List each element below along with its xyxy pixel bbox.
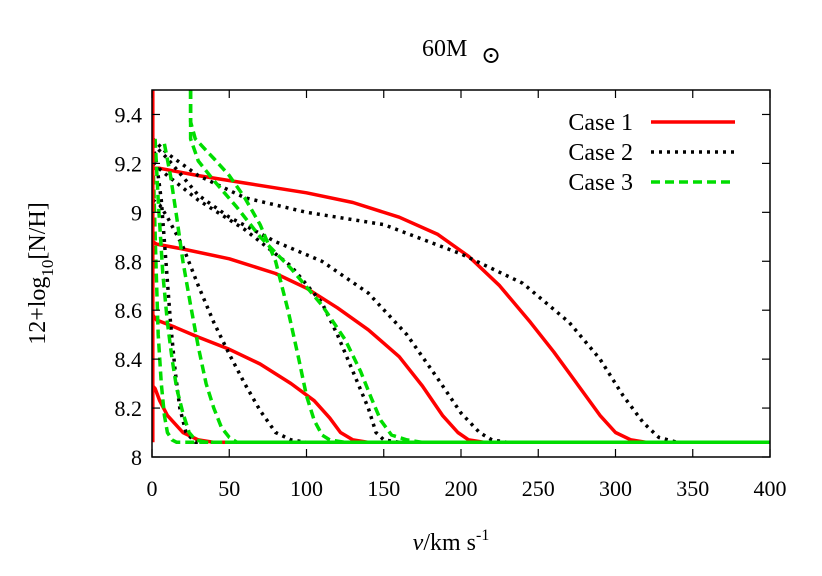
x-tick-label: 50 — [218, 476, 240, 501]
x-tick-label: 350 — [676, 476, 709, 501]
y-tick-label: 8.6 — [115, 298, 143, 323]
y-tick-label: 8.4 — [115, 347, 143, 372]
x-tick-label: 300 — [599, 476, 632, 501]
y-tick-label: 9 — [131, 200, 142, 225]
y-axis-label: 12+log10[N/H] — [25, 202, 57, 345]
series-line-case-1 — [152, 314, 770, 445]
y-tick-label: 9.4 — [115, 102, 143, 127]
x-axis-label-variable: v — [413, 530, 424, 556]
y-tick-label: 8.2 — [115, 396, 143, 421]
x-tick-label: 0 — [147, 476, 158, 501]
series-layer — [152, 90, 770, 445]
series-line-case-3 — [188, 90, 770, 445]
series-line-case-2 — [152, 198, 770, 445]
y-axis-label-suffix: [N/H] — [25, 202, 51, 259]
x-axis-label: v/km s-1 — [413, 527, 490, 556]
series-line-case-2 — [152, 162, 770, 445]
chart-title: 60M ⊙ — [422, 36, 501, 69]
plot-frame — [151, 89, 771, 458]
x-tick-label: 100 — [290, 476, 323, 501]
x-axis-label-text: v/km s-1 — [413, 527, 490, 556]
x-tick-label: 400 — [754, 476, 787, 501]
y-tick-label: 8.8 — [115, 249, 143, 274]
series-line-case-2 — [152, 143, 770, 445]
series-line-case-3 — [153, 138, 770, 445]
x-axis-label-exponent: -1 — [476, 527, 489, 544]
series-line-case-2 — [152, 137, 770, 445]
chart-title-sun-symbol: ⊙ — [481, 43, 501, 69]
chart-title-main: 60M — [422, 36, 467, 62]
y-tick-label: 8 — [131, 445, 142, 470]
axis-ticks: 0 50 100 150 200 250 300 350 400 8 8.2 8.4 8.6 8.8 9 9.… — [115, 90, 787, 501]
series-line-case-1 — [152, 240, 770, 445]
y-tick-label: 9.2 — [115, 151, 143, 176]
series-line-case-3 — [152, 175, 770, 445]
legend-label: Case 3 — [568, 170, 633, 196]
legend-label: Case 1 — [568, 110, 633, 136]
x-axis-label-unit: /km s — [423, 530, 476, 556]
series-line-case-3 — [188, 90, 770, 445]
y-axis-label-text: 12+log10[N/H] — [25, 202, 57, 345]
series-line-case-1 — [152, 384, 770, 445]
series-line-case-2 — [152, 142, 770, 445]
y-axis-label-subscript: 10 — [38, 260, 57, 277]
x-tick-label: 200 — [445, 476, 478, 501]
x-tick-label: 150 — [367, 476, 400, 501]
legend-label: Case 2 — [568, 140, 633, 166]
x-tick-label: 250 — [522, 476, 555, 501]
series-line-case-1 — [152, 166, 770, 445]
y-axis-label-prefix: 12+log — [25, 277, 51, 345]
series-line-case-3 — [162, 143, 770, 445]
legend: Case 1 Case 2 Case 3 — [568, 110, 735, 196]
